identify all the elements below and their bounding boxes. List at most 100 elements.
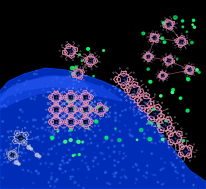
Circle shape xyxy=(163,41,166,43)
Circle shape xyxy=(147,122,149,123)
Circle shape xyxy=(93,76,94,77)
Circle shape xyxy=(48,96,50,98)
Circle shape xyxy=(163,78,164,79)
Circle shape xyxy=(54,120,58,123)
Circle shape xyxy=(84,108,87,111)
Circle shape xyxy=(128,94,129,95)
Circle shape xyxy=(62,160,63,162)
Circle shape xyxy=(75,112,77,113)
Circle shape xyxy=(132,89,136,93)
Circle shape xyxy=(175,64,176,65)
Circle shape xyxy=(61,97,62,98)
Circle shape xyxy=(170,128,171,129)
Circle shape xyxy=(98,125,99,126)
Circle shape xyxy=(94,93,95,94)
Circle shape xyxy=(16,100,18,102)
Circle shape xyxy=(21,153,23,154)
Circle shape xyxy=(193,184,194,186)
Circle shape xyxy=(2,177,4,179)
Circle shape xyxy=(100,152,102,154)
Circle shape xyxy=(163,135,164,136)
Circle shape xyxy=(87,48,89,50)
Circle shape xyxy=(84,106,85,107)
Circle shape xyxy=(52,163,53,165)
Circle shape xyxy=(162,56,163,57)
Circle shape xyxy=(34,99,35,100)
Circle shape xyxy=(68,149,70,150)
Circle shape xyxy=(139,90,140,91)
Circle shape xyxy=(92,104,93,105)
Circle shape xyxy=(131,136,133,137)
Circle shape xyxy=(155,143,156,144)
Circle shape xyxy=(127,90,128,91)
Circle shape xyxy=(66,88,68,89)
Circle shape xyxy=(184,149,187,153)
Circle shape xyxy=(105,103,106,105)
Circle shape xyxy=(78,185,80,186)
Circle shape xyxy=(38,155,41,158)
Circle shape xyxy=(51,132,53,133)
Circle shape xyxy=(119,90,120,91)
Circle shape xyxy=(127,89,128,90)
Circle shape xyxy=(171,162,172,163)
Circle shape xyxy=(171,91,174,93)
Circle shape xyxy=(19,117,20,118)
Circle shape xyxy=(157,123,159,125)
Circle shape xyxy=(83,187,84,188)
Circle shape xyxy=(147,129,148,131)
Circle shape xyxy=(72,72,75,75)
Circle shape xyxy=(33,119,35,121)
Circle shape xyxy=(7,131,9,132)
Circle shape xyxy=(123,85,124,86)
Circle shape xyxy=(56,153,57,154)
Circle shape xyxy=(89,59,92,62)
Circle shape xyxy=(112,134,114,136)
Circle shape xyxy=(2,99,4,100)
Circle shape xyxy=(53,134,55,136)
Circle shape xyxy=(74,145,75,146)
Circle shape xyxy=(28,170,29,171)
Circle shape xyxy=(177,173,178,174)
Circle shape xyxy=(35,119,36,121)
Circle shape xyxy=(96,119,97,120)
Circle shape xyxy=(78,154,80,155)
Circle shape xyxy=(36,70,37,71)
Circle shape xyxy=(33,183,34,184)
Circle shape xyxy=(56,77,57,78)
Circle shape xyxy=(68,117,69,118)
Circle shape xyxy=(153,37,156,39)
Circle shape xyxy=(65,130,66,131)
Circle shape xyxy=(22,111,23,112)
Circle shape xyxy=(125,156,126,157)
Circle shape xyxy=(80,108,81,109)
Circle shape xyxy=(18,163,20,165)
Circle shape xyxy=(55,78,57,80)
Circle shape xyxy=(70,134,71,135)
Circle shape xyxy=(59,144,60,145)
Circle shape xyxy=(187,77,188,78)
Circle shape xyxy=(76,93,77,94)
Circle shape xyxy=(13,163,15,164)
Circle shape xyxy=(61,109,62,110)
Circle shape xyxy=(119,131,121,132)
Circle shape xyxy=(53,132,55,133)
Circle shape xyxy=(136,114,138,115)
Circle shape xyxy=(77,72,80,75)
Circle shape xyxy=(164,162,166,163)
Circle shape xyxy=(93,166,94,167)
Circle shape xyxy=(179,150,180,151)
Circle shape xyxy=(178,136,179,137)
Circle shape xyxy=(60,119,62,121)
Circle shape xyxy=(113,151,115,153)
Circle shape xyxy=(180,40,183,43)
Circle shape xyxy=(86,177,87,178)
Circle shape xyxy=(122,169,123,170)
Circle shape xyxy=(129,133,130,134)
Circle shape xyxy=(88,169,90,170)
Polygon shape xyxy=(0,76,91,102)
Circle shape xyxy=(80,122,81,123)
Circle shape xyxy=(119,90,121,92)
Circle shape xyxy=(163,118,164,119)
Circle shape xyxy=(161,138,164,141)
Circle shape xyxy=(160,158,162,159)
